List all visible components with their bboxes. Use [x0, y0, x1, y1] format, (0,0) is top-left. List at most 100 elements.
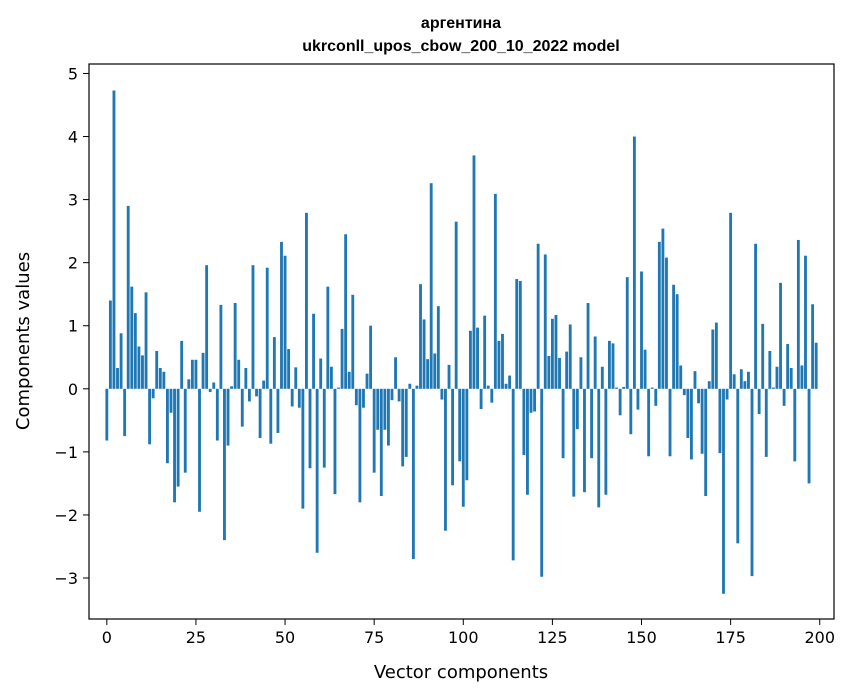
bar-163 — [686, 388, 690, 438]
bar-16 — [162, 371, 166, 389]
bar-51 — [287, 349, 291, 389]
bar-166 — [697, 388, 700, 404]
bar-127 — [558, 357, 561, 389]
bar-164 — [689, 388, 693, 460]
bar-192 — [789, 367, 793, 389]
bar-50 — [283, 255, 287, 389]
bar-157 — [665, 257, 668, 389]
bar-71 — [358, 388, 362, 503]
bar-22 — [183, 388, 187, 473]
bar-49 — [280, 241, 283, 389]
bar-145 — [622, 386, 626, 389]
bar-36 — [233, 303, 237, 389]
bar-67 — [344, 234, 348, 389]
bar-64 — [333, 388, 337, 495]
bar-76 — [376, 388, 380, 430]
bar-148 — [632, 136, 636, 389]
bar-121 — [536, 243, 540, 389]
bar-25 — [194, 359, 198, 389]
bar-123 — [543, 254, 547, 389]
bar-63 — [329, 366, 333, 389]
bar-85 — [408, 383, 412, 389]
bar-59 — [315, 388, 319, 553]
bar-150 — [640, 271, 643, 389]
bar-10 — [141, 355, 144, 389]
bar-142 — [611, 343, 615, 389]
bar-116 — [518, 280, 522, 389]
bar-8 — [133, 313, 137, 389]
bar-159 — [672, 284, 676, 389]
bar-77 — [379, 388, 383, 497]
bar-24 — [190, 359, 194, 389]
bar-199 — [814, 342, 818, 389]
bar-113 — [508, 375, 512, 389]
bar-195 — [800, 365, 804, 389]
bar-139 — [600, 366, 604, 389]
bar-19 — [173, 388, 176, 503]
x-tick-label: 150 — [626, 628, 657, 647]
bar-103 — [472, 155, 476, 389]
bar-6 — [126, 205, 130, 389]
bar-122 — [540, 388, 544, 577]
bar-69 — [351, 294, 355, 389]
bar-184 — [761, 323, 765, 389]
bar-27 — [201, 352, 205, 389]
bar-26 — [198, 388, 201, 512]
bar-124 — [547, 356, 551, 389]
bar-9 — [137, 346, 141, 389]
bar-106 — [483, 315, 487, 389]
bar-5 — [123, 388, 127, 437]
bar-161 — [679, 365, 683, 389]
bar-136 — [590, 388, 594, 459]
bar-44 — [262, 380, 266, 389]
bar-105 — [479, 388, 483, 409]
bar-21 — [180, 340, 184, 389]
bar-13 — [151, 388, 155, 399]
bar-75 — [372, 388, 376, 473]
bar-74 — [369, 325, 373, 389]
bar-185 — [764, 388, 768, 457]
bar-141 — [608, 340, 611, 389]
y-tick-label: 0 — [68, 380, 78, 399]
bar-55 — [301, 388, 305, 509]
bar-132 — [575, 388, 579, 430]
bar-47 — [272, 337, 276, 389]
bar-52 — [290, 388, 294, 407]
bar-144 — [618, 388, 622, 416]
bar-138 — [597, 388, 601, 508]
bar-153 — [650, 387, 654, 389]
bar-175 — [729, 212, 733, 389]
bar-84 — [404, 388, 408, 457]
y-tick-label: −3 — [54, 569, 78, 588]
bar-101 — [465, 388, 469, 481]
bar-2 — [112, 90, 116, 389]
bar-48 — [276, 388, 280, 433]
bar-70 — [354, 388, 358, 406]
bar-187 — [771, 387, 775, 389]
bar-96 — [447, 364, 451, 389]
bar-181 — [750, 388, 754, 577]
bar-83 — [401, 388, 405, 467]
bar-108 — [490, 388, 494, 403]
bar-31 — [215, 388, 219, 441]
bar-151 — [643, 349, 647, 389]
bar-56 — [305, 212, 308, 389]
bar-119 — [529, 388, 533, 413]
y-tick-label: −1 — [54, 443, 78, 462]
bar-137 — [593, 336, 597, 389]
bar-131 — [572, 388, 576, 497]
bar-134 — [583, 388, 586, 493]
y-tick-label: 5 — [68, 64, 78, 83]
bar-81 — [394, 357, 397, 389]
bar-114 — [511, 388, 515, 561]
bar-125 — [550, 318, 554, 389]
bar-93 — [436, 306, 440, 389]
y-axis-label: Components values — [13, 252, 34, 430]
bar-110 — [497, 340, 501, 389]
bar-126 — [554, 315, 558, 389]
bar-174 — [725, 388, 729, 400]
bar-183 — [757, 388, 761, 415]
bar-53 — [294, 367, 298, 389]
bar-147 — [629, 388, 633, 435]
bar-29 — [208, 388, 212, 392]
